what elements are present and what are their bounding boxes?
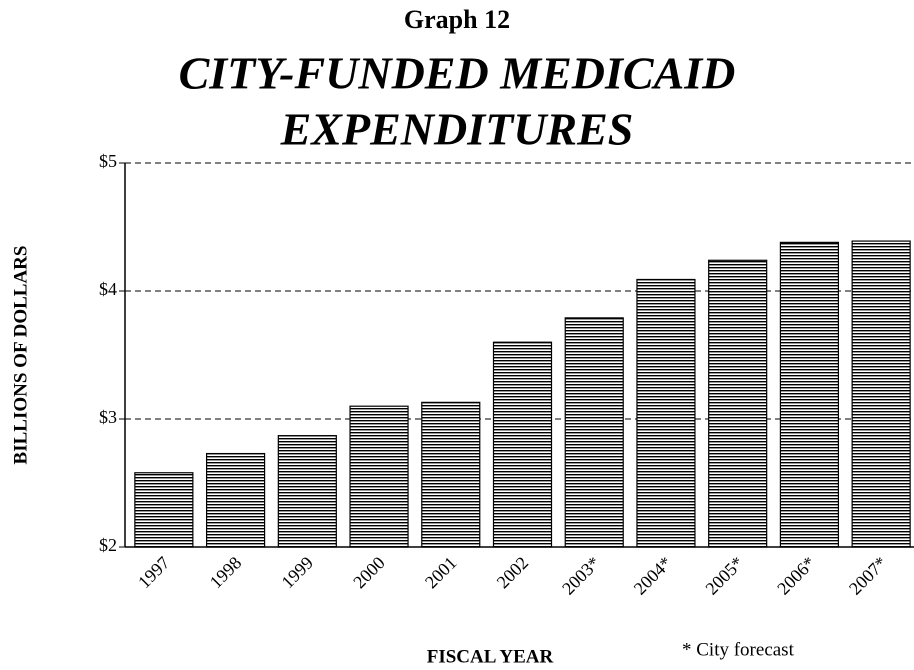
x-axis-label: FISCAL YEAR xyxy=(427,646,554,667)
x-tick-label: 2006* xyxy=(773,553,819,599)
bar xyxy=(134,472,194,548)
x-tick-label: 1998 xyxy=(206,553,246,593)
x-tick-label: 2004* xyxy=(630,553,676,599)
x-tick-label: 1999 xyxy=(277,553,317,593)
x-tick-label: 2005* xyxy=(701,553,747,599)
chart-supertitle: Graph 12 xyxy=(404,5,510,34)
chart-title: EXPENDITURES xyxy=(280,104,634,155)
bar xyxy=(421,401,481,548)
x-tick-label: 2001 xyxy=(421,553,461,593)
x-tick-label: 2002 xyxy=(493,553,533,593)
bar xyxy=(277,435,337,548)
bar xyxy=(636,278,696,548)
bar xyxy=(851,240,911,548)
bar xyxy=(349,405,409,548)
bar xyxy=(708,259,768,548)
note: * City forecast xyxy=(682,639,795,660)
x-tick-label: 2007* xyxy=(845,553,891,599)
x-tick-label: 2000 xyxy=(349,553,389,593)
chart-title: CITY-FUNDED MEDICAID xyxy=(179,48,736,99)
bar xyxy=(492,341,553,548)
y-axis-label: BILLIONS OF DOLLARS xyxy=(10,246,31,465)
x-tick-label: 2003* xyxy=(558,553,604,599)
x-tick-label: 1997 xyxy=(134,553,174,593)
y-tick-label: $3 xyxy=(99,407,117,427)
bar xyxy=(205,452,266,548)
y-tick-label: $4 xyxy=(99,279,117,299)
y-tick-label: $2 xyxy=(99,535,117,555)
bar xyxy=(564,317,624,548)
y-tick-label: $5 xyxy=(99,151,117,171)
bar xyxy=(779,241,840,548)
